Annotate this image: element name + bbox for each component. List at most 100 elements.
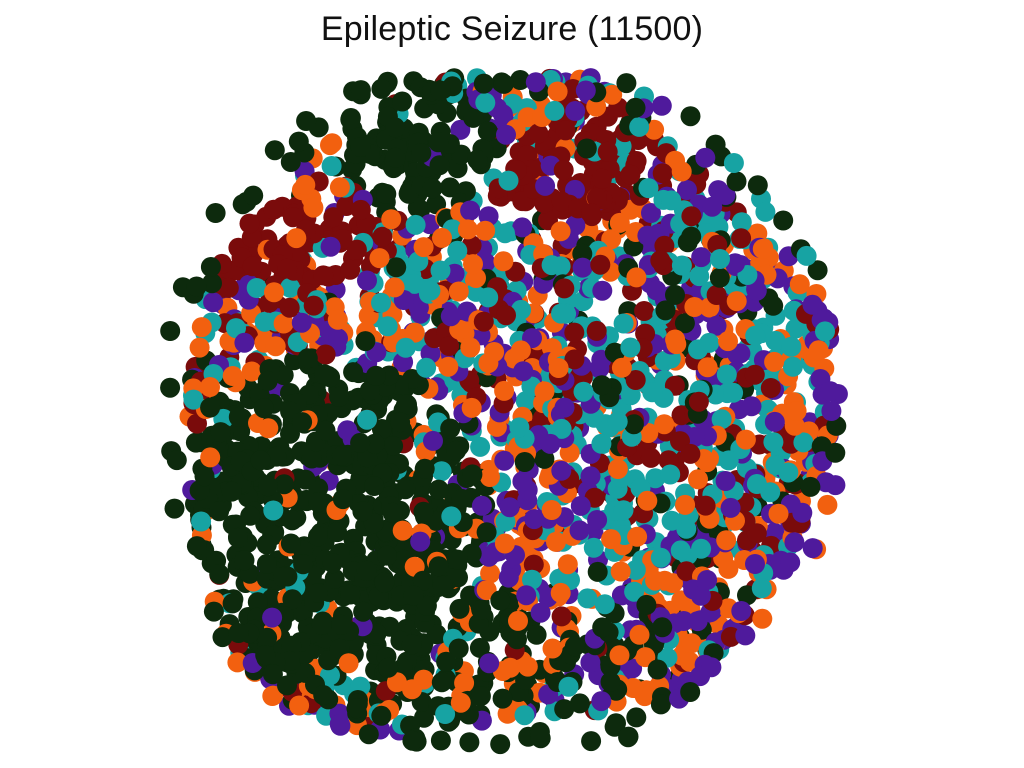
data-point: [688, 469, 708, 490]
data-point: [752, 238, 773, 259]
data-point: [392, 91, 413, 112]
data-point: [690, 585, 711, 606]
data-point: [160, 321, 181, 341]
data-point: [613, 500, 634, 521]
data-point: [583, 537, 604, 558]
data-point: [529, 722, 550, 742]
data-point: [412, 570, 433, 591]
data-point: [677, 180, 697, 200]
data-point: [592, 280, 613, 301]
data-point: [815, 321, 835, 342]
data-point: [548, 358, 569, 378]
data-point: [203, 292, 224, 313]
data-point: [414, 458, 435, 479]
data-point: [210, 422, 231, 443]
data-point: [765, 330, 786, 351]
data-point: [634, 301, 655, 321]
data-point: [650, 694, 671, 715]
data-point: [478, 287, 499, 308]
data-point: [479, 467, 500, 487]
data-point: [378, 657, 399, 678]
data-point: [525, 72, 546, 93]
data-point: [405, 214, 426, 235]
data-point: [413, 237, 434, 258]
data-point: [413, 501, 434, 522]
data-point: [273, 566, 293, 587]
data-point: [541, 500, 562, 520]
data-point: [460, 337, 481, 358]
data-point: [607, 459, 628, 479]
data-point: [695, 147, 716, 168]
data-point: [374, 572, 395, 593]
data-point: [650, 250, 671, 271]
data-point: [331, 445, 352, 466]
data-point: [353, 601, 374, 622]
data-point: [475, 92, 496, 113]
data-point: [403, 585, 424, 606]
data-point: [587, 561, 608, 582]
data-point: [551, 460, 572, 481]
data-point: [782, 356, 803, 377]
data-point: [575, 80, 596, 101]
data-point: [620, 385, 641, 406]
data-point: [392, 520, 413, 541]
data-point: [695, 495, 716, 516]
data-point: [386, 257, 407, 278]
data-point: [446, 440, 467, 461]
data-point: [586, 96, 607, 117]
data-point: [410, 531, 431, 552]
data-point: [553, 160, 574, 181]
data-point: [255, 645, 276, 666]
data-point: [594, 594, 615, 615]
data-point: [376, 183, 397, 204]
data-point: [551, 191, 572, 212]
data-point: [723, 153, 744, 173]
data-point: [625, 560, 646, 580]
data-point: [494, 533, 515, 554]
data-point: [796, 245, 817, 266]
data-point: [647, 659, 668, 680]
data-point: [591, 691, 612, 712]
data-point: [429, 155, 450, 176]
data-point: [200, 377, 220, 397]
data-point: [492, 104, 513, 125]
data-point: [186, 536, 207, 557]
data-point: [382, 502, 403, 523]
data-point: [586, 187, 607, 208]
data-point: [741, 396, 762, 417]
data-point: [581, 203, 601, 224]
data-point: [289, 695, 310, 716]
data-point: [377, 316, 398, 337]
data-point: [478, 353, 499, 374]
data-point: [604, 342, 625, 363]
data-point: [227, 652, 248, 673]
data-point: [716, 364, 737, 385]
data-point: [641, 203, 661, 223]
data-point: [681, 206, 702, 227]
data-point: [364, 476, 385, 496]
data-point: [352, 501, 373, 522]
data-point: [493, 251, 514, 272]
data-point: [622, 658, 643, 679]
data-point: [711, 409, 732, 430]
data-point: [620, 337, 641, 358]
data-point: [301, 448, 322, 469]
data-point: [371, 78, 392, 99]
data-point: [606, 713, 626, 734]
data-point: [431, 461, 452, 482]
data-point: [602, 84, 623, 105]
data-point: [573, 381, 594, 402]
data-point: [660, 464, 681, 485]
data-point: [308, 492, 329, 513]
data-point: [340, 584, 361, 605]
data-point: [221, 481, 242, 502]
data-point: [592, 617, 613, 638]
data-point: [164, 498, 185, 519]
data-point: [470, 686, 491, 706]
data-point: [522, 569, 542, 590]
data-point: [459, 732, 480, 753]
data-point: [308, 526, 328, 547]
data-point: [637, 225, 658, 246]
data-point: [256, 553, 277, 574]
